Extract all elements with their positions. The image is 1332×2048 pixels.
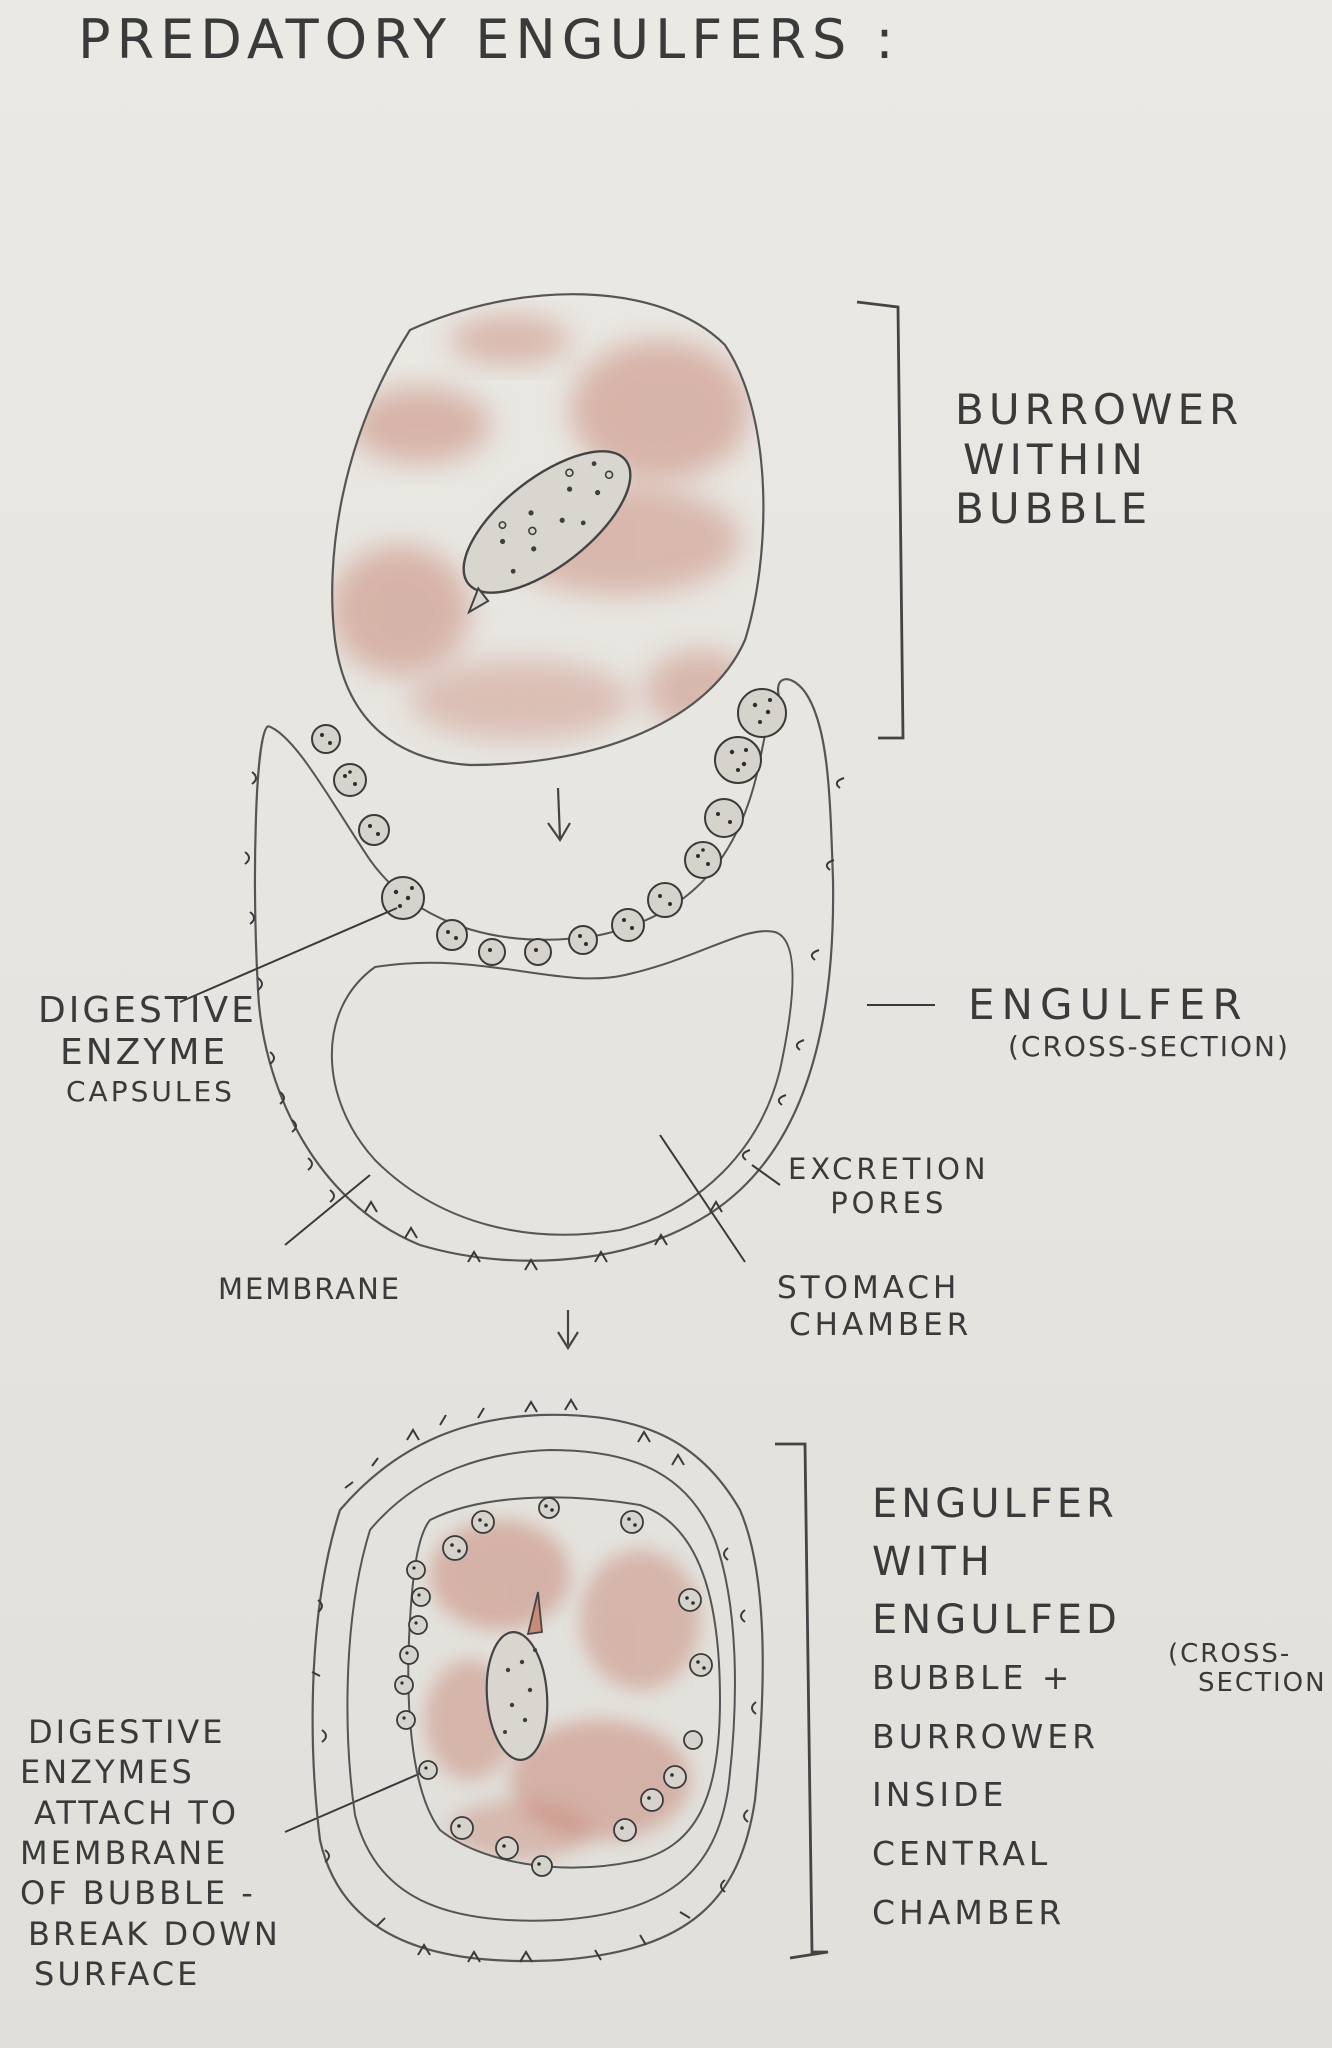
label-line: SECTION: [1198, 1667, 1327, 1698]
label-line: MEMBRANE: [20, 1833, 229, 1872]
outer-ring-pores: [311, 1398, 757, 1963]
enzyme-capsules: [311, 688, 787, 966]
bracket-burrower: [856, 300, 905, 740]
label-line: ENZYMES: [20, 1753, 195, 1792]
attached-enzyme-speckles: [400, 1504, 706, 1866]
label-stomach-chamber: STOMACH CHAMBER: [765, 1270, 972, 1343]
label-engulfer-with-engulfed: ENGULFER WITH ENGULFED BUBBLE + BURROWER…: [872, 1475, 1121, 1943]
stomach-chamber: [330, 930, 794, 1236]
label-line: WITH: [872, 1539, 994, 1585]
label-line: ENGULFED: [872, 1597, 1121, 1643]
label-line: PORES: [830, 1186, 948, 1221]
label-line: BUBBLE +: [872, 1658, 1074, 1697]
label-enzymes-attach: DIGESTIVE ENZYMES ATTACH TO MEMBRANE OF …: [20, 1712, 281, 1994]
label-line: (CROSS-SECTION): [1008, 1029, 1290, 1063]
label-excretion-pores: EXCRETION PORES: [788, 1152, 990, 1220]
leader-lines: [179, 907, 935, 1833]
label-line: ENGULFER: [872, 1481, 1118, 1527]
label-line: INSIDE: [872, 1775, 1008, 1815]
label-cross-section-2: (CROSS- SECTION: [1168, 1640, 1327, 1697]
label-line: EXCRETION: [788, 1152, 990, 1186]
label-line: STOMACH: [776, 1270, 961, 1306]
label-line: (CROSS-: [1168, 1639, 1292, 1669]
arrow-down-1: [547, 787, 571, 843]
label-line: DIGESTIVE: [38, 990, 257, 1031]
label-line: SURFACE: [34, 1954, 201, 1993]
burrower: [462, 450, 632, 615]
label-line: ENZYME: [60, 1032, 229, 1074]
label-line: WITHIN: [963, 434, 1148, 484]
engulfer-outer-ring: [311, 1413, 764, 1963]
arrow-down-2: [557, 1310, 579, 1351]
label-line: BURROWER: [872, 1716, 1100, 1756]
label-line: CENTRAL: [872, 1834, 1052, 1874]
label-line: CHAMBER: [872, 1892, 1066, 1932]
label-burrower-within-bubble: BURROWER WITHIN BUBBLE: [955, 385, 1243, 534]
label-line: BUBBLE: [955, 484, 1153, 534]
label-engulfer: ENGULFER (CROSS-SECTION): [968, 980, 1290, 1063]
page-title: PREDATORY ENGULFERS :: [78, 8, 900, 71]
bubble-outline: [331, 293, 765, 767]
label-line: CAPSULES: [66, 1074, 235, 1108]
label-line: DIGESTIVE: [28, 1713, 226, 1751]
label-line: ENGULFER: [968, 980, 1249, 1029]
engulfer-membrane-ring: [346, 1448, 736, 1922]
label-line: ATTACH TO: [34, 1793, 240, 1832]
label-digestive-enzyme-capsules: DIGESTIVE ENZYME CAPSULES: [38, 990, 257, 1108]
label-line: BURROWER: [955, 385, 1244, 434]
engulfed-burrower: [485, 1591, 549, 1761]
attached-enzymes: [394, 1497, 713, 1877]
label-line: CHAMBER: [789, 1306, 973, 1343]
label-membrane: MEMBRANE: [218, 1272, 402, 1306]
label-line: OF BUBBLE -: [20, 1874, 256, 1913]
excretion-pores: [244, 771, 845, 1271]
capsule-speckles: [320, 698, 772, 952]
bracket-engulfer: [775, 1442, 829, 1960]
label-line: BREAK DOWN: [28, 1914, 281, 1953]
